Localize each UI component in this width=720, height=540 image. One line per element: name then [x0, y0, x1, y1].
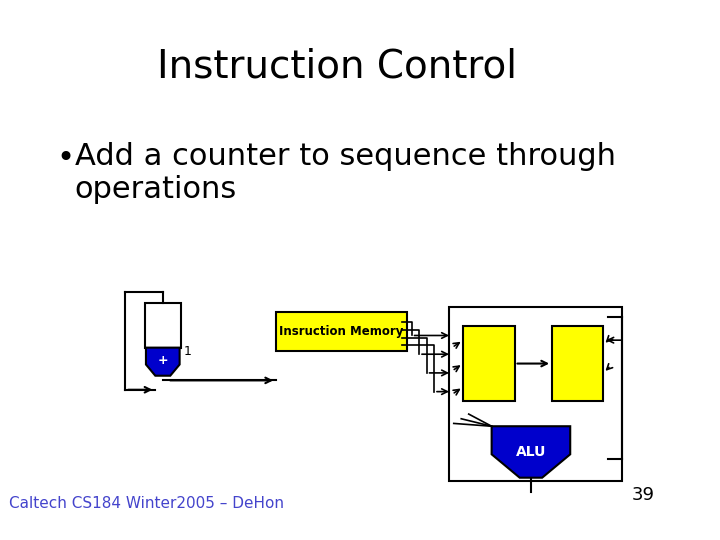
- Text: Instruction Control: Instruction Control: [157, 47, 517, 85]
- Text: Add a counter to sequence through
operations: Add a counter to sequence through operat…: [75, 142, 616, 205]
- FancyBboxPatch shape: [145, 303, 181, 348]
- Text: 39: 39: [632, 486, 655, 504]
- FancyBboxPatch shape: [463, 326, 515, 401]
- Text: •: •: [56, 144, 74, 173]
- Text: ALU: ALU: [516, 446, 546, 460]
- Text: +: +: [158, 354, 168, 367]
- FancyBboxPatch shape: [449, 307, 622, 481]
- Polygon shape: [492, 426, 570, 478]
- Text: Insruction Memory: Insruction Memory: [279, 325, 404, 338]
- FancyBboxPatch shape: [552, 326, 603, 401]
- Text: Caltech CS184 Winter2005 – DeHon: Caltech CS184 Winter2005 – DeHon: [9, 496, 284, 511]
- FancyBboxPatch shape: [276, 312, 407, 352]
- Polygon shape: [146, 348, 179, 376]
- Text: 1: 1: [184, 345, 192, 358]
